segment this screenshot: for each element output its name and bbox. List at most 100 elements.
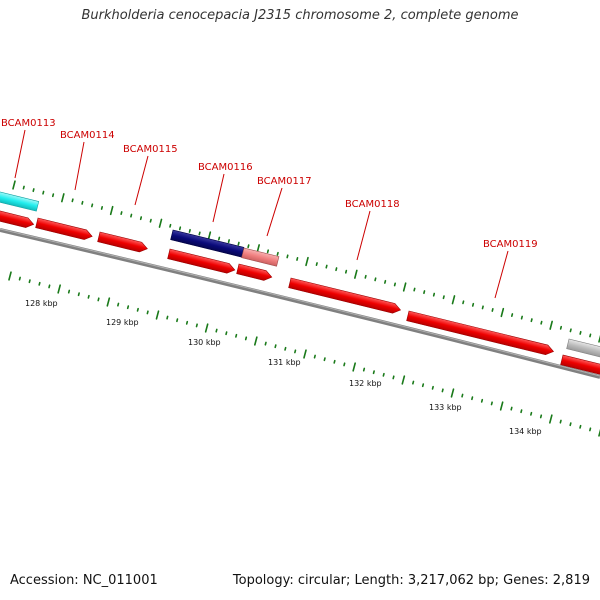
inner-tick [382, 372, 385, 377]
outer-tick [530, 318, 533, 323]
outer-tick [549, 320, 553, 330]
outer-tick [32, 188, 35, 193]
inner-tick [48, 284, 51, 289]
inner-tick [264, 341, 267, 346]
inner-tick [352, 362, 356, 372]
outer-tick [540, 320, 543, 325]
inner-tick [176, 318, 179, 323]
inner-tick [343, 362, 346, 367]
inner-tick [235, 333, 238, 338]
leader-line [494, 250, 509, 299]
outer-tick [500, 307, 505, 318]
scale-label: 132 kbp [349, 379, 382, 388]
inner-tick [450, 388, 455, 398]
gene-label: BCAM0113 [1, 118, 56, 129]
outer-tick [109, 205, 114, 216]
outer-tick [598, 334, 600, 343]
gene-red [236, 263, 273, 281]
outer-tick [100, 205, 104, 210]
outer-tick [61, 193, 65, 203]
inner-tick [589, 427, 592, 432]
inner-tick [421, 383, 425, 388]
inner-tick [461, 393, 464, 398]
label-leader-lines [14, 129, 509, 299]
outer-tick [217, 236, 221, 241]
inner-tick [431, 385, 434, 390]
outer-tick [354, 269, 358, 279]
backbone-highlight [0, 228, 600, 377]
inner-tick [372, 370, 375, 375]
gene-red [560, 354, 600, 376]
outer-tick [81, 200, 84, 205]
outer-tick [130, 213, 133, 218]
gene-label: BCAM0116 [198, 162, 253, 173]
gene-label: BCAM0114 [60, 130, 115, 141]
outer-tick [305, 256, 309, 267]
outer-tick [237, 241, 240, 246]
outer-tick [579, 330, 582, 335]
inner-tick [471, 396, 474, 401]
outer-tick [315, 262, 318, 267]
inner-tick [97, 297, 100, 302]
inner-tick [87, 294, 90, 299]
outer-tick [442, 295, 445, 300]
inner-tick [559, 419, 562, 424]
inner-tick [539, 414, 543, 419]
outer-tick [91, 203, 94, 208]
leader-line [356, 210, 371, 261]
outer-tick [51, 193, 55, 198]
outer-tick [266, 249, 270, 254]
inner-tick [254, 336, 258, 346]
leader-line [266, 187, 283, 237]
outer-tick [178, 226, 182, 231]
inner-tick [225, 331, 228, 336]
inner-tick [284, 346, 287, 351]
outer-tick [139, 216, 143, 221]
inner-tick [303, 349, 307, 359]
inner-tick [598, 428, 600, 437]
inner-tick [294, 349, 297, 354]
inner-tick [77, 292, 80, 297]
inner-tick [362, 367, 366, 372]
outer-tick [374, 277, 377, 282]
outer-tick [481, 305, 484, 310]
genome-summary-text: Topology: circular; Length: 3,217,062 bp… [232, 573, 590, 588]
inner-tick [392, 375, 395, 380]
outer-tick [71, 198, 74, 203]
leader-line [212, 173, 225, 223]
gene-label: BCAM0118 [345, 199, 400, 210]
outer-tick [247, 244, 250, 249]
outer-tick [158, 218, 163, 228]
outer-tick [364, 274, 367, 279]
gene-red [167, 248, 236, 274]
inner-tick [244, 336, 248, 341]
gene-gray [566, 338, 600, 359]
inner-tick [126, 305, 130, 310]
outer-tick [402, 282, 407, 292]
inner-tick [401, 375, 406, 385]
gene-red [0, 209, 35, 228]
inner-tick [57, 284, 61, 294]
inner-tick [441, 388, 444, 393]
inner-tick [313, 354, 316, 359]
inner-tick [510, 406, 513, 411]
outer-tick [510, 313, 514, 318]
outer-tick [569, 328, 572, 333]
inner-tick [28, 279, 31, 284]
inner-tick [136, 307, 139, 312]
outer-tick [520, 315, 523, 320]
gene-label: BCAM0117 [257, 176, 312, 187]
inner-tick [549, 414, 553, 424]
outer-tick [169, 223, 172, 228]
inner-tick [146, 310, 149, 315]
outer-tick [491, 307, 494, 312]
outer-tick [423, 290, 426, 295]
leader-line [74, 141, 85, 191]
inner-tick [480, 398, 484, 403]
outer-tick [188, 228, 191, 233]
outer-tick [335, 267, 338, 272]
inner-tick [323, 357, 326, 362]
outer-tick [22, 185, 25, 190]
inner-tick [215, 328, 218, 333]
